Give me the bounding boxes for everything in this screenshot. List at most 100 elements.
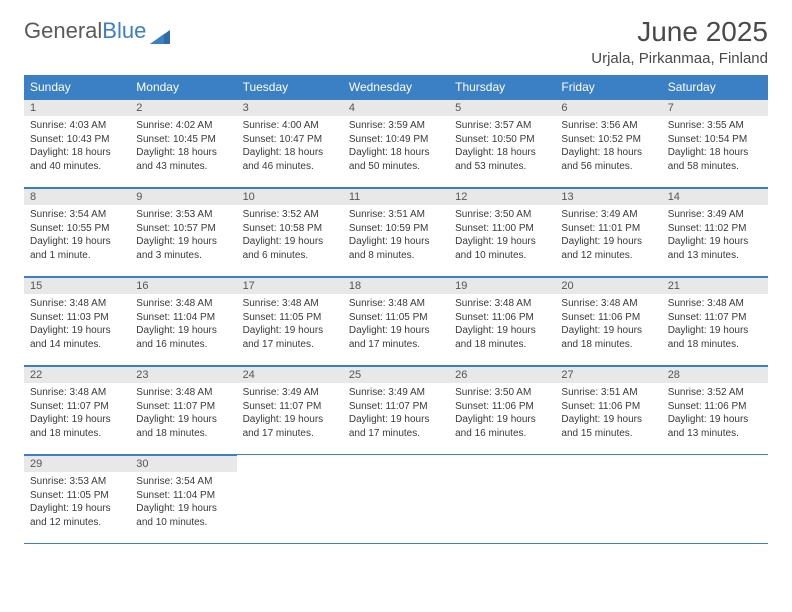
calendar-row: 15Sunrise: 3:48 AMSunset: 11:03 PMDaylig… [24, 277, 768, 366]
daylight-text: Daylight: 19 hours and 6 minutes. [243, 235, 337, 262]
sunset-text: Sunset: 10:47 PM [243, 133, 337, 147]
day-number: 30 [130, 455, 236, 472]
title-block: June 2025 Urjala, Pirkanmaa, Finland [591, 18, 768, 67]
daylight-text: Daylight: 19 hours and 18 minutes. [455, 324, 549, 351]
sunset-text: Sunset: 11:00 PM [455, 222, 549, 236]
day-body: Sunrise: 4:02 AMSunset: 10:45 PMDaylight… [130, 116, 236, 177]
daylight-text: Daylight: 19 hours and 14 minutes. [30, 324, 124, 351]
sunrise-text: Sunrise: 3:48 AM [668, 297, 762, 311]
day-number: 15 [24, 277, 130, 294]
sunrise-text: Sunrise: 3:51 AM [561, 386, 655, 400]
day-number: 11 [343, 188, 449, 205]
day-number: 13 [555, 188, 661, 205]
sunset-text: Sunset: 11:04 PM [136, 489, 230, 503]
day-number: 27 [555, 366, 661, 383]
day-number: 18 [343, 277, 449, 294]
day-body: Sunrise: 3:52 AMSunset: 11:06 PMDaylight… [662, 383, 768, 444]
sunrise-text: Sunrise: 3:48 AM [349, 297, 443, 311]
daylight-text: Daylight: 18 hours and 40 minutes. [30, 146, 124, 173]
sunrise-text: Sunrise: 3:52 AM [243, 208, 337, 222]
daylight-text: Daylight: 18 hours and 58 minutes. [668, 146, 762, 173]
sunrise-text: Sunrise: 4:02 AM [136, 119, 230, 133]
calendar-cell: 28Sunrise: 3:52 AMSunset: 11:06 PMDaylig… [662, 366, 768, 455]
daylight-text: Daylight: 19 hours and 8 minutes. [349, 235, 443, 262]
sunrise-text: Sunrise: 3:48 AM [136, 297, 230, 311]
daylight-text: Daylight: 19 hours and 12 minutes. [561, 235, 655, 262]
calendar-cell: 17Sunrise: 3:48 AMSunset: 11:05 PMDaylig… [237, 277, 343, 366]
day-body: Sunrise: 3:51 AMSunset: 10:59 PMDaylight… [343, 205, 449, 266]
day-body: Sunrise: 3:48 AMSunset: 11:06 PMDaylight… [555, 294, 661, 355]
sunset-text: Sunset: 11:06 PM [455, 400, 549, 414]
day-body: Sunrise: 3:48 AMSunset: 11:06 PMDaylight… [449, 294, 555, 355]
calendar-cell-empty [662, 455, 768, 544]
day-number: 6 [555, 99, 661, 116]
brand-part2: Blue [102, 18, 146, 44]
daylight-text: Daylight: 19 hours and 17 minutes. [243, 413, 337, 440]
brand-part1: General [24, 18, 102, 44]
sunset-text: Sunset: 11:07 PM [30, 400, 124, 414]
day-body: Sunrise: 3:50 AMSunset: 11:00 PMDaylight… [449, 205, 555, 266]
sunset-text: Sunset: 11:03 PM [30, 311, 124, 325]
sunset-text: Sunset: 10:50 PM [455, 133, 549, 147]
calendar-cell: 1Sunrise: 4:03 AMSunset: 10:43 PMDayligh… [24, 99, 130, 188]
sunrise-text: Sunrise: 3:54 AM [136, 475, 230, 489]
day-body: Sunrise: 3:53 AMSunset: 10:57 PMDaylight… [130, 205, 236, 266]
daylight-text: Daylight: 19 hours and 12 minutes. [30, 502, 124, 529]
calendar-row: 29Sunrise: 3:53 AMSunset: 11:05 PMDaylig… [24, 455, 768, 544]
day-number: 26 [449, 366, 555, 383]
day-number: 29 [24, 455, 130, 472]
day-number: 17 [237, 277, 343, 294]
daylight-text: Daylight: 19 hours and 17 minutes. [349, 324, 443, 351]
calendar-cell: 21Sunrise: 3:48 AMSunset: 11:07 PMDaylig… [662, 277, 768, 366]
calendar-cell: 3Sunrise: 4:00 AMSunset: 10:47 PMDayligh… [237, 99, 343, 188]
day-body: Sunrise: 3:48 AMSunset: 11:05 PMDaylight… [343, 294, 449, 355]
day-number: 22 [24, 366, 130, 383]
day-number: 25 [343, 366, 449, 383]
daylight-text: Daylight: 19 hours and 13 minutes. [668, 413, 762, 440]
calendar-cell: 11Sunrise: 3:51 AMSunset: 10:59 PMDaylig… [343, 188, 449, 277]
day-body: Sunrise: 3:48 AMSunset: 11:03 PMDaylight… [24, 294, 130, 355]
logo-triangle-icon [150, 24, 170, 38]
calendar-cell: 12Sunrise: 3:50 AMSunset: 11:00 PMDaylig… [449, 188, 555, 277]
calendar-cell: 7Sunrise: 3:55 AMSunset: 10:54 PMDayligh… [662, 99, 768, 188]
sunrise-text: Sunrise: 3:48 AM [30, 386, 124, 400]
daylight-text: Daylight: 19 hours and 17 minutes. [243, 324, 337, 351]
calendar-cell: 15Sunrise: 3:48 AMSunset: 11:03 PMDaylig… [24, 277, 130, 366]
day-number: 20 [555, 277, 661, 294]
sunset-text: Sunset: 11:06 PM [561, 400, 655, 414]
day-body: Sunrise: 3:50 AMSunset: 11:06 PMDaylight… [449, 383, 555, 444]
sunrise-text: Sunrise: 3:56 AM [561, 119, 655, 133]
calendar-cell: 30Sunrise: 3:54 AMSunset: 11:04 PMDaylig… [130, 455, 236, 544]
sunrise-text: Sunrise: 4:00 AM [243, 119, 337, 133]
calendar-cell-empty [449, 455, 555, 544]
day-body: Sunrise: 3:49 AMSunset: 11:07 PMDaylight… [343, 383, 449, 444]
daylight-text: Daylight: 18 hours and 56 minutes. [561, 146, 655, 173]
sunset-text: Sunset: 11:07 PM [668, 311, 762, 325]
sunrise-text: Sunrise: 3:50 AM [455, 386, 549, 400]
day-number: 4 [343, 99, 449, 116]
sunset-text: Sunset: 11:02 PM [668, 222, 762, 236]
calendar-cell-empty [343, 455, 449, 544]
sunset-text: Sunset: 11:07 PM [136, 400, 230, 414]
day-number: 12 [449, 188, 555, 205]
day-body: Sunrise: 3:55 AMSunset: 10:54 PMDaylight… [662, 116, 768, 177]
day-number: 19 [449, 277, 555, 294]
sunrise-text: Sunrise: 3:48 AM [455, 297, 549, 311]
day-body: Sunrise: 4:03 AMSunset: 10:43 PMDaylight… [24, 116, 130, 177]
sunrise-text: Sunrise: 3:52 AM [668, 386, 762, 400]
day-body: Sunrise: 3:49 AMSunset: 11:02 PMDaylight… [662, 205, 768, 266]
sunset-text: Sunset: 11:07 PM [243, 400, 337, 414]
calendar-cell: 14Sunrise: 3:49 AMSunset: 11:02 PMDaylig… [662, 188, 768, 277]
calendar-cell: 19Sunrise: 3:48 AMSunset: 11:06 PMDaylig… [449, 277, 555, 366]
weekday-header: Monday [130, 75, 236, 99]
sunrise-text: Sunrise: 3:59 AM [349, 119, 443, 133]
day-number: 8 [24, 188, 130, 205]
calendar-cell: 22Sunrise: 3:48 AMSunset: 11:07 PMDaylig… [24, 366, 130, 455]
calendar-cell: 24Sunrise: 3:49 AMSunset: 11:07 PMDaylig… [237, 366, 343, 455]
daylight-text: Daylight: 19 hours and 10 minutes. [136, 502, 230, 529]
sunrise-text: Sunrise: 3:48 AM [30, 297, 124, 311]
sunrise-text: Sunrise: 3:49 AM [243, 386, 337, 400]
sunrise-text: Sunrise: 3:48 AM [561, 297, 655, 311]
day-body: Sunrise: 3:54 AMSunset: 11:04 PMDaylight… [130, 472, 236, 533]
daylight-text: Daylight: 19 hours and 3 minutes. [136, 235, 230, 262]
